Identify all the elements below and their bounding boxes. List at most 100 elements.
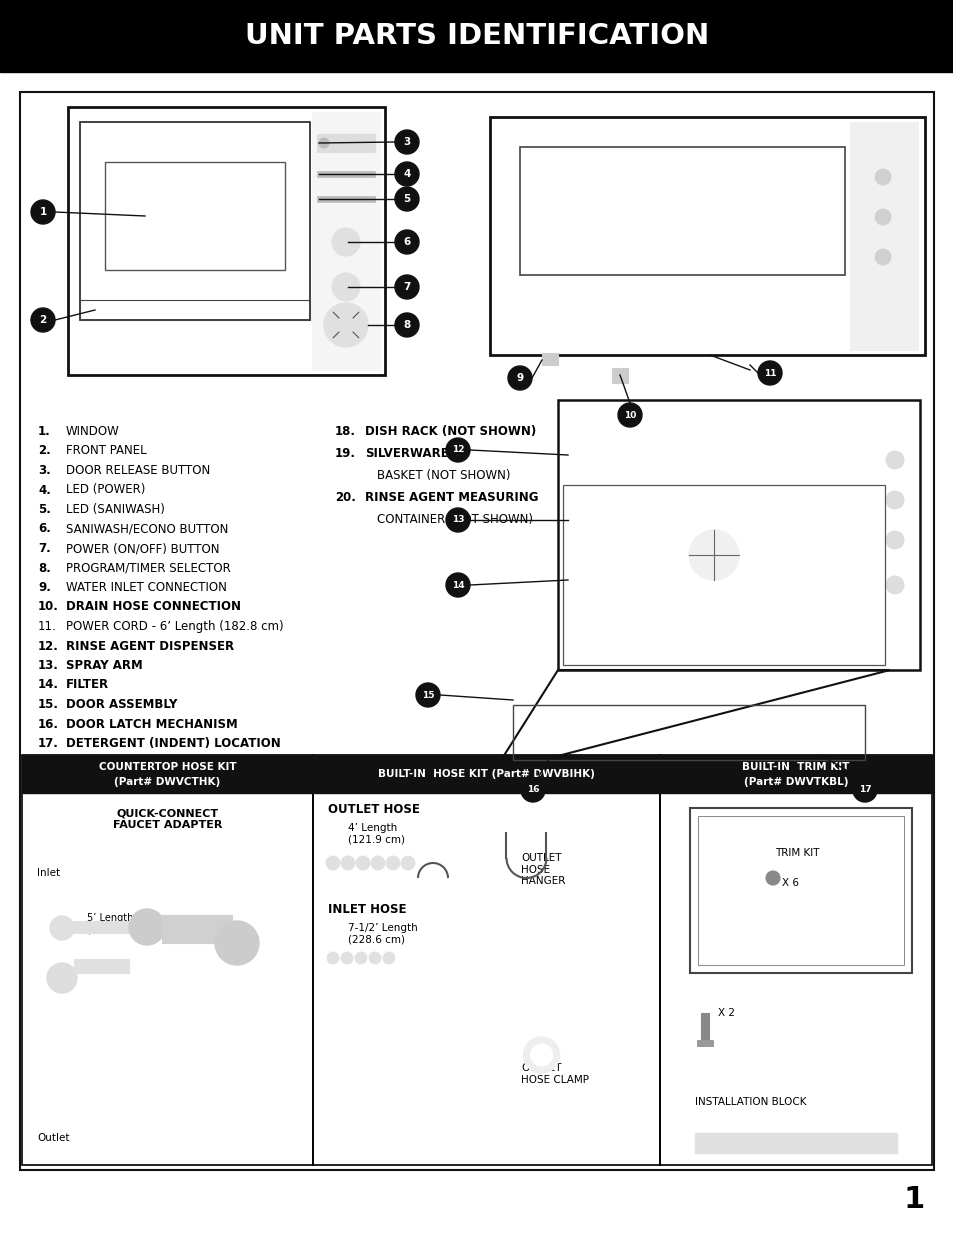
Text: 19.: 19. — [335, 447, 355, 459]
Text: 4’ Length
(121.9 cm): 4’ Length (121.9 cm) — [348, 823, 405, 845]
Bar — [659, 755, 931, 1165]
Text: 6.: 6. — [38, 522, 51, 536]
Circle shape — [874, 169, 890, 185]
Circle shape — [214, 921, 258, 965]
Circle shape — [395, 186, 418, 211]
Circle shape — [395, 312, 418, 337]
Text: 10: 10 — [623, 410, 636, 420]
Bar — [316, 135, 375, 152]
Bar — [22, 755, 313, 793]
Text: FILTER: FILTER — [66, 678, 109, 692]
Text: 1.: 1. — [38, 425, 51, 438]
Text: 3.: 3. — [38, 464, 51, 477]
Bar — [612, 368, 627, 383]
Circle shape — [885, 576, 903, 594]
Circle shape — [885, 531, 903, 550]
Circle shape — [507, 366, 532, 390]
Bar — [313, 755, 659, 1165]
Bar — [519, 147, 844, 275]
Text: SPRAY ARM: SPRAY ARM — [66, 659, 143, 672]
Text: LED (POWER): LED (POWER) — [66, 483, 145, 496]
Circle shape — [446, 573, 470, 597]
Text: 7-1/2’ Length
(228.6 cm): 7-1/2’ Length (228.6 cm) — [348, 923, 417, 945]
Text: 7.: 7. — [38, 542, 51, 555]
Text: 7: 7 — [403, 282, 410, 291]
Text: 15: 15 — [421, 690, 434, 699]
Text: (Part# DWVCTHK): (Part# DWVCTHK) — [114, 777, 220, 787]
Bar — [80, 122, 310, 320]
Circle shape — [386, 856, 399, 869]
Circle shape — [318, 138, 329, 148]
Bar — [849, 122, 917, 350]
Bar — [316, 196, 375, 203]
Circle shape — [129, 909, 165, 945]
Text: 17: 17 — [858, 785, 870, 794]
Text: WINDOW: WINDOW — [66, 425, 120, 438]
Text: Outlet: Outlet — [37, 1132, 70, 1144]
Bar — [0, 0, 953, 72]
Text: 17.: 17. — [38, 737, 59, 750]
Text: POWER (ON/OFF) BUTTON: POWER (ON/OFF) BUTTON — [66, 542, 219, 555]
Text: RINSE AGENT DISPENSER: RINSE AGENT DISPENSER — [66, 640, 233, 652]
Circle shape — [326, 856, 339, 869]
Text: OUTLET
HOSE
HANGER: OUTLET HOSE HANGER — [521, 853, 565, 887]
Circle shape — [765, 871, 780, 885]
Text: Inlet: Inlet — [37, 868, 60, 878]
Text: 12: 12 — [452, 446, 464, 454]
Text: DOOR ASSEMBLY: DOOR ASSEMBLY — [66, 698, 177, 711]
Circle shape — [355, 856, 370, 869]
Bar — [697, 1040, 712, 1046]
Text: 5.: 5. — [38, 503, 51, 516]
Bar — [312, 112, 379, 370]
Text: 8: 8 — [403, 320, 410, 330]
Text: QUICK-CONNECT
FAUCET ADAPTER: QUICK-CONNECT FAUCET ADAPTER — [112, 808, 222, 830]
Bar — [490, 117, 924, 354]
Bar — [562, 485, 884, 664]
Text: RINSE AGENT MEASURING: RINSE AGENT MEASURING — [365, 492, 537, 504]
Circle shape — [332, 228, 359, 256]
Text: SILVERWARE: SILVERWARE — [365, 447, 448, 459]
Bar — [541, 353, 558, 366]
Bar — [698, 816, 903, 965]
Bar — [558, 400, 919, 671]
Text: SANIWASH/ECONO BUTTON: SANIWASH/ECONO BUTTON — [66, 522, 228, 536]
Text: DRAIN HOSE CONNECTION: DRAIN HOSE CONNECTION — [66, 600, 241, 614]
Text: 9: 9 — [516, 373, 523, 383]
Text: 13: 13 — [452, 515, 464, 525]
Circle shape — [446, 508, 470, 532]
Circle shape — [340, 952, 353, 965]
Text: 6: 6 — [403, 237, 410, 247]
Text: X 2: X 2 — [718, 1008, 734, 1018]
Text: INSTALLATION BLOCK: INSTALLATION BLOCK — [695, 1097, 805, 1107]
Circle shape — [324, 303, 368, 347]
Text: COUNTERTOP HOSE KIT: COUNTERTOP HOSE KIT — [98, 762, 236, 772]
Text: 10.: 10. — [38, 600, 59, 614]
Text: BUILT-IN  TRIM KIT: BUILT-IN TRIM KIT — [741, 762, 849, 772]
Bar — [22, 755, 313, 1165]
Text: DISH RACK (NOT SHOWN): DISH RACK (NOT SHOWN) — [365, 425, 536, 438]
Text: DOOR LATCH MECHANISM: DOOR LATCH MECHANISM — [66, 718, 237, 730]
Circle shape — [395, 230, 418, 254]
Circle shape — [332, 273, 359, 301]
Circle shape — [395, 162, 418, 186]
Circle shape — [30, 308, 55, 332]
Text: CONTAINER (NOT SHOWN): CONTAINER (NOT SHOWN) — [376, 513, 533, 526]
Bar — [68, 107, 385, 375]
Text: TRIM KIT: TRIM KIT — [774, 848, 819, 858]
Bar — [162, 915, 232, 944]
Text: 11.: 11. — [38, 620, 56, 634]
Circle shape — [327, 952, 338, 965]
Text: 15.: 15. — [38, 698, 59, 711]
Text: WATER INLET CONNECTION: WATER INLET CONNECTION — [66, 580, 227, 594]
Circle shape — [400, 856, 415, 869]
Bar — [695, 1132, 896, 1153]
Text: 16: 16 — [526, 785, 538, 794]
Circle shape — [382, 952, 395, 965]
Circle shape — [369, 952, 380, 965]
Text: 8.: 8. — [38, 562, 51, 574]
Circle shape — [618, 403, 641, 427]
Circle shape — [874, 209, 890, 225]
Circle shape — [874, 249, 890, 266]
Text: 14: 14 — [451, 580, 464, 589]
Bar — [313, 755, 659, 793]
